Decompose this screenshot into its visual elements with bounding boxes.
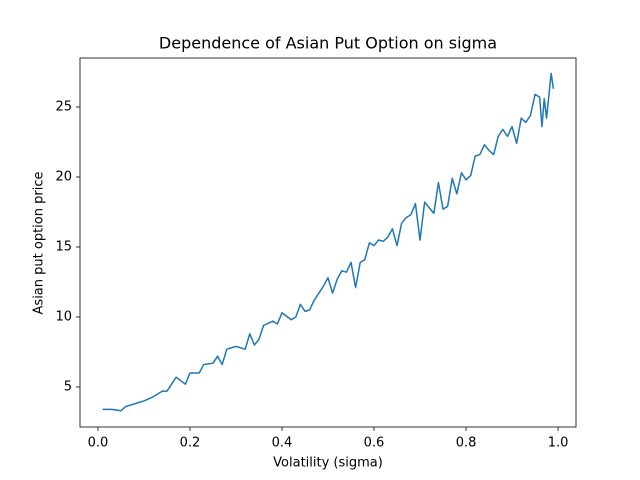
y-tick-label: 20 [55, 169, 72, 184]
y-axis-label: Asian put option price [32, 172, 47, 315]
x-tick-label: 0.6 [364, 436, 385, 451]
y-tick-label: 5 [64, 379, 72, 394]
x-tick-label: 0.2 [180, 436, 201, 451]
x-axis-label: Volatility (sigma) [273, 456, 383, 471]
chart-title: Dependence of Asian Put Option on sigma [159, 34, 497, 53]
x-tick-label: 1.0 [548, 436, 569, 451]
x-tick-label: 0.8 [456, 436, 477, 451]
y-tick-label: 15 [55, 239, 72, 254]
plot-frame [79, 57, 577, 428]
data-line [102, 72, 555, 412]
x-tick-label: 0.0 [88, 436, 109, 451]
y-tick-label: 10 [55, 309, 72, 324]
x-tick-label: 0.4 [272, 436, 293, 451]
y-tick-label: 25 [55, 99, 72, 114]
